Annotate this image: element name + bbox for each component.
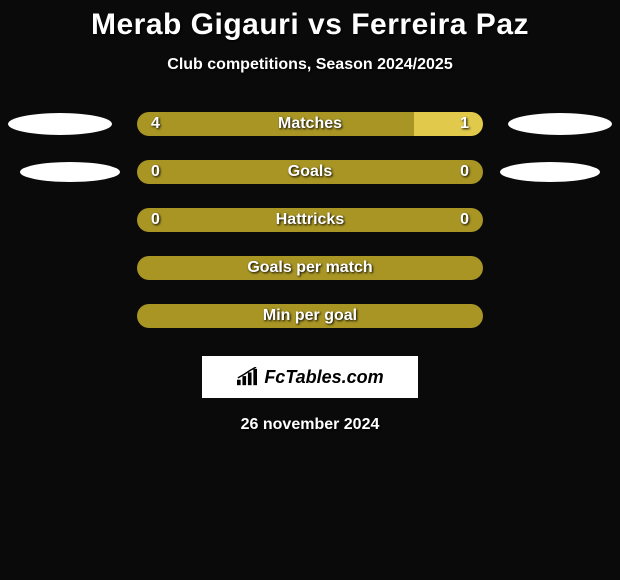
brand-box: FcTables.com bbox=[202, 356, 418, 398]
stat-value-left: 0 bbox=[151, 211, 160, 229]
stat-value-right: 0 bbox=[460, 211, 469, 229]
stat-bar: Min per goal bbox=[137, 304, 483, 328]
player-left-marker bbox=[20, 162, 120, 182]
stat-bar: 0 Hattricks 0 bbox=[137, 208, 483, 232]
brand-name: FcTables.com bbox=[264, 367, 383, 388]
stat-row-goals: 0 Goals 0 bbox=[0, 160, 620, 184]
stat-row-min-per-goal: Min per goal bbox=[0, 304, 620, 328]
stat-row-hattricks: 0 Hattricks 0 bbox=[0, 208, 620, 232]
player-right-marker bbox=[508, 113, 612, 135]
stat-label: Hattricks bbox=[276, 211, 344, 229]
player-right-marker bbox=[500, 162, 600, 182]
stat-rows: 4 Matches 1 0 Goals 0 0 Hattricks 0 bbox=[0, 112, 620, 328]
stat-bar: 4 Matches 1 bbox=[137, 112, 483, 136]
stat-row-matches: 4 Matches 1 bbox=[0, 112, 620, 136]
stat-bar: 0 Goals 0 bbox=[137, 160, 483, 184]
stat-label: Goals per match bbox=[247, 259, 372, 277]
barchart-icon bbox=[236, 367, 258, 387]
stat-bar-highlight bbox=[414, 112, 483, 136]
page-subtitle: Club competitions, Season 2024/2025 bbox=[0, 56, 620, 74]
stat-label: Min per goal bbox=[263, 307, 357, 325]
footer-date: 26 november 2024 bbox=[0, 416, 620, 434]
stat-row-goals-per-match: Goals per match bbox=[0, 256, 620, 280]
stat-bar: Goals per match bbox=[137, 256, 483, 280]
stat-label: Goals bbox=[288, 163, 332, 181]
stat-value-right: 0 bbox=[460, 163, 469, 181]
stat-label: Matches bbox=[278, 115, 342, 133]
stat-value-left: 0 bbox=[151, 163, 160, 181]
stat-value-left: 4 bbox=[151, 115, 160, 133]
player-left-marker bbox=[8, 113, 112, 135]
comparison-infographic: Merab Gigauri vs Ferreira Paz Club compe… bbox=[0, 0, 620, 434]
stat-value-right: 1 bbox=[460, 115, 469, 133]
page-title: Merab Gigauri vs Ferreira Paz bbox=[0, 8, 620, 42]
